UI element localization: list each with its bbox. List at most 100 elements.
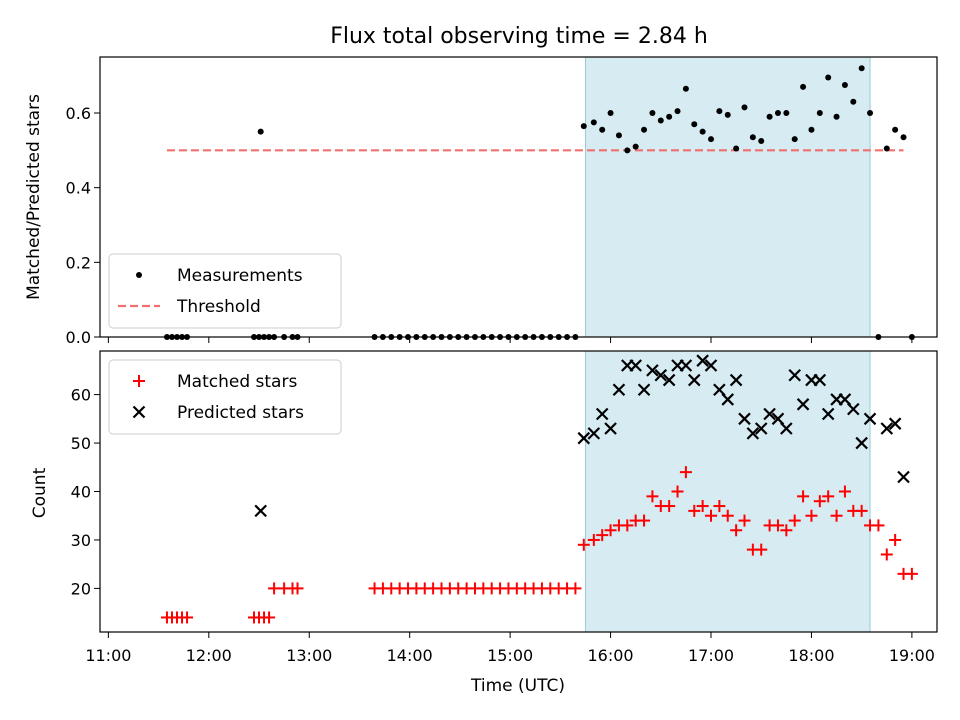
predicted-stars-point bbox=[254, 504, 267, 518]
matched-stars-point bbox=[805, 509, 818, 522]
matched-stars-point bbox=[688, 504, 701, 517]
matched-stars-point bbox=[696, 500, 709, 513]
bottom-y-tick-label: 40 bbox=[71, 483, 91, 502]
measurement-point bbox=[774, 110, 781, 116]
bottom-axes-frame bbox=[99, 350, 938, 633]
measurement-point bbox=[800, 83, 807, 90]
top-axes-frame bbox=[99, 56, 938, 338]
matched-stars-point bbox=[721, 509, 734, 522]
predicted-stars-point bbox=[577, 431, 591, 445]
x-tick-label: 13:00 bbox=[286, 646, 332, 665]
legend-matched-stars-swatch bbox=[133, 375, 145, 387]
measurement-point bbox=[833, 113, 840, 120]
matched-stars-point bbox=[905, 567, 918, 580]
bottom-y-tick-label: 60 bbox=[71, 386, 91, 405]
predicted-stars-point bbox=[821, 407, 835, 421]
top-legend: Measurements Threshold bbox=[108, 253, 342, 329]
measurement-point bbox=[632, 143, 639, 150]
matched-stars-point bbox=[788, 514, 801, 527]
matched-stars-point bbox=[813, 495, 826, 508]
measurement-point bbox=[825, 74, 832, 81]
predicted-stars-point bbox=[813, 373, 827, 387]
top-y-tick-label: 0.0 bbox=[66, 328, 91, 347]
matched-stars-point bbox=[838, 485, 851, 498]
matched-stars-point bbox=[646, 490, 659, 503]
legend-label: Threshold bbox=[176, 297, 261, 317]
measurement-point bbox=[791, 136, 798, 143]
bottom-y-tick-label: 50 bbox=[71, 434, 91, 453]
measurement-point bbox=[867, 110, 874, 116]
measurement-point bbox=[699, 128, 706, 135]
measurement-point bbox=[724, 111, 731, 118]
predicted-stars-point bbox=[604, 422, 617, 435]
measurement-point bbox=[682, 85, 689, 92]
bottom-y-tick-label: 30 bbox=[71, 531, 91, 550]
x-tick-label: 18:00 bbox=[788, 646, 834, 665]
predicted-stars-point bbox=[704, 359, 718, 372]
top-legend-box bbox=[108, 253, 342, 329]
predicted-stars-point bbox=[847, 402, 860, 416]
legend-predicted-stars-swatch bbox=[132, 405, 146, 419]
measurement-point bbox=[808, 126, 815, 133]
bottom-observing-window bbox=[584, 350, 871, 633]
measurement-point bbox=[766, 113, 773, 120]
matched-stars-point bbox=[621, 519, 634, 532]
x-tick-label: 17:00 bbox=[688, 646, 734, 665]
predicted-stars-point bbox=[897, 470, 910, 484]
bottom-legend: Matched stars Predicted stars bbox=[108, 359, 342, 435]
measurement-point bbox=[816, 110, 823, 116]
predicted-stars-point bbox=[738, 412, 751, 426]
top-panel: 0.0 0.2 0.4 0.6 Measurements Threshold bbox=[66, 56, 938, 347]
measurement-point bbox=[590, 119, 597, 126]
matched-stars-point bbox=[181, 611, 194, 624]
matched-stars-point bbox=[872, 519, 885, 532]
measurement-point bbox=[892, 126, 899, 133]
matched-stars-point bbox=[638, 514, 651, 527]
measurement-point bbox=[850, 98, 857, 105]
measurement-point bbox=[741, 104, 748, 111]
measurement-point bbox=[257, 128, 264, 135]
predicted-stars-point bbox=[880, 422, 894, 435]
top-y-axis-label: Matched/Predicted stars bbox=[24, 94, 44, 300]
x-tick-label: 11:00 bbox=[85, 646, 131, 665]
matched-stars-point bbox=[596, 529, 609, 542]
matched-stars-point bbox=[822, 490, 835, 503]
matched-stars-point bbox=[830, 509, 843, 522]
measurement-point bbox=[858, 65, 865, 72]
matched-stars-point bbox=[797, 490, 810, 503]
top-y-tick-label: 0.2 bbox=[66, 253, 91, 272]
x-tick-label: 16:00 bbox=[588, 646, 634, 665]
matched-stars-point bbox=[663, 500, 676, 513]
matched-stars-point bbox=[713, 500, 726, 513]
measurement-point bbox=[716, 108, 723, 115]
predicted-stars-point bbox=[679, 359, 693, 372]
measurement-point bbox=[624, 147, 631, 154]
matched-stars-point bbox=[268, 582, 281, 595]
predicted-stars-point bbox=[637, 383, 651, 397]
matched-stars-point bbox=[738, 514, 751, 527]
top-y-tick-label: 0.6 bbox=[66, 104, 91, 123]
legend-measurements-swatch bbox=[136, 272, 142, 278]
predicted-stars-point bbox=[855, 436, 868, 450]
matched-stars-point bbox=[730, 524, 743, 537]
matched-stars-point bbox=[569, 582, 582, 595]
x-tick-label: 19:00 bbox=[889, 646, 935, 665]
predicted-stars-point bbox=[662, 373, 676, 387]
x-axis-label: Time (UTC) bbox=[470, 676, 565, 696]
matched-stars-point bbox=[604, 524, 617, 537]
predicted-stars-point bbox=[696, 354, 709, 367]
predicted-stars-point bbox=[612, 383, 626, 397]
measurement-point bbox=[657, 117, 664, 124]
predicted-stars-point bbox=[629, 359, 642, 372]
x-tick-label: 15:00 bbox=[487, 646, 533, 665]
predicted-stars-point bbox=[654, 368, 668, 382]
measurement-point bbox=[900, 134, 907, 141]
predicted-stars-point bbox=[780, 422, 793, 435]
bottom-panel: 20 30 40 50 60 11:00 12:00 13:00 14:00 15:00 16:00… bbox=[71, 350, 938, 665]
predicted-stars-point bbox=[888, 417, 902, 430]
measurement-point bbox=[580, 123, 587, 130]
measurement-point bbox=[599, 126, 606, 133]
x-tick-label: 12:00 bbox=[186, 646, 232, 665]
matched-stars-point bbox=[587, 533, 600, 546]
